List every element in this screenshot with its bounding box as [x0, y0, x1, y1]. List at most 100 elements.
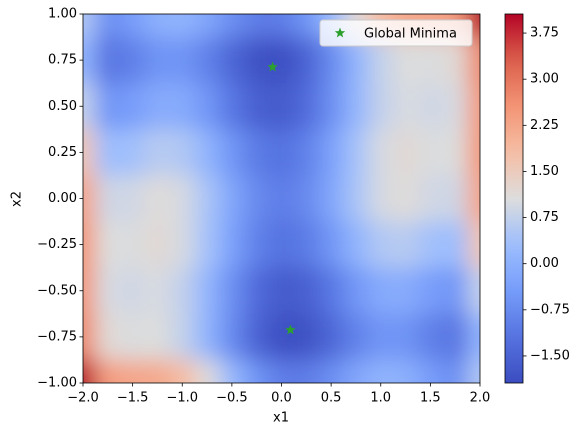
contour-cell — [269, 14, 295, 38]
contour-cell — [145, 14, 171, 38]
minimum-marker — [285, 324, 296, 335]
contour-cell — [368, 129, 394, 176]
contour-cell — [368, 267, 394, 315]
contour-cell — [293, 221, 320, 269]
legend-label: Global Minima — [364, 27, 457, 42]
contour-cell — [120, 37, 146, 84]
x-tick-label: −1.5 — [117, 391, 149, 406]
x-tick-label: 1.0 — [370, 391, 391, 406]
contour-cell — [95, 221, 121, 269]
contour-cell — [467, 175, 480, 223]
contour-cell — [169, 175, 196, 223]
x-tick-label: 2.0 — [470, 391, 491, 406]
contour-cell — [293, 313, 320, 361]
contour-cell — [83, 221, 96, 269]
colorbar-tick-label: 2.25 — [530, 118, 559, 133]
colorbar — [504, 13, 524, 384]
colorbar-tick-label: 0.00 — [530, 256, 559, 271]
contour-cell — [467, 359, 480, 383]
contour-cell — [120, 175, 146, 223]
contour-cell — [169, 14, 196, 38]
contour-cell — [467, 221, 480, 269]
contour-cell — [244, 83, 270, 130]
contour-cell — [95, 37, 121, 84]
contour-cell — [145, 221, 171, 269]
contour-cell — [244, 359, 270, 383]
contour-cell — [120, 221, 146, 269]
colorbar-tick-label: −1.50 — [530, 348, 570, 363]
contour-cell — [269, 359, 295, 383]
contour-cell — [442, 175, 469, 223]
contour-cell — [244, 14, 270, 38]
contour-cell — [393, 175, 419, 223]
legend-box — [319, 19, 473, 47]
y-tick-label: 0.25 — [48, 145, 77, 160]
contour-cell — [169, 313, 196, 361]
legend-marker — [334, 27, 346, 38]
contour-cell — [442, 129, 469, 176]
x-tick-label: −2.0 — [67, 391, 99, 406]
colorbar-tick-label: −0.75 — [530, 302, 570, 317]
y-tick-label: 0.00 — [48, 191, 77, 206]
contour-cell — [95, 175, 121, 223]
contour-cell — [343, 83, 369, 130]
contour-cell — [95, 267, 121, 315]
contour-cell — [393, 359, 419, 383]
contour-cell — [442, 83, 469, 130]
contour-cell — [120, 267, 146, 315]
contour-cell — [145, 359, 171, 383]
contour-cell — [393, 221, 419, 269]
contour-cell — [219, 129, 245, 176]
contour-cell — [293, 359, 320, 383]
contour-cell — [417, 359, 444, 383]
x-tick-label: −1.0 — [166, 391, 198, 406]
contour-cell — [244, 267, 270, 315]
colorbar-tick-label: 3.00 — [530, 72, 559, 87]
contour-cell — [83, 359, 96, 383]
contour-cell — [194, 359, 220, 383]
contour-cell — [194, 221, 220, 269]
contour-cell — [169, 37, 196, 84]
contour-cell — [95, 359, 121, 383]
contour-cell — [442, 221, 469, 269]
y-tick-label: 1.00 — [48, 7, 77, 22]
contour-cell — [417, 83, 444, 130]
contour-cell — [343, 129, 369, 176]
contour-cell — [293, 267, 320, 315]
contour-cell — [467, 83, 480, 130]
x-tick-label: 0.0 — [271, 391, 292, 406]
y-tick-label: −0.50 — [37, 283, 77, 298]
contour-cell — [120, 83, 146, 130]
contour-cell — [95, 14, 121, 38]
contour-cell — [368, 83, 394, 130]
colorbar-tick-label: 3.75 — [530, 26, 559, 41]
colorbar-tick-label: 1.50 — [530, 164, 559, 179]
contour-cell — [318, 175, 345, 223]
contour-cell — [194, 14, 220, 38]
contour-cell — [343, 175, 369, 223]
contour-cell — [169, 267, 196, 315]
contour-cell — [318, 221, 345, 269]
contour-cell — [442, 359, 469, 383]
contour-cell — [244, 313, 270, 361]
contour-cell — [169, 221, 196, 269]
contour-cell — [417, 313, 444, 361]
contour-cell — [194, 175, 220, 223]
contour-cell — [219, 83, 245, 130]
contour-cell — [293, 83, 320, 130]
contour-cell — [219, 221, 245, 269]
contour-cell — [343, 313, 369, 361]
contour-cell — [120, 359, 146, 383]
contour-cell — [219, 175, 245, 223]
contour-cell — [169, 359, 196, 383]
y-tick-label: 0.75 — [48, 53, 77, 68]
contour-cell — [244, 37, 270, 84]
x-tick-label: 1.5 — [420, 391, 441, 406]
y-axis-label: x2 — [10, 191, 25, 207]
contour-cell — [95, 313, 121, 361]
contour-cell — [83, 267, 96, 315]
contour-cell — [120, 14, 146, 38]
contour-cell — [343, 267, 369, 315]
contour-cell — [219, 14, 245, 38]
contour-cell — [145, 129, 171, 176]
